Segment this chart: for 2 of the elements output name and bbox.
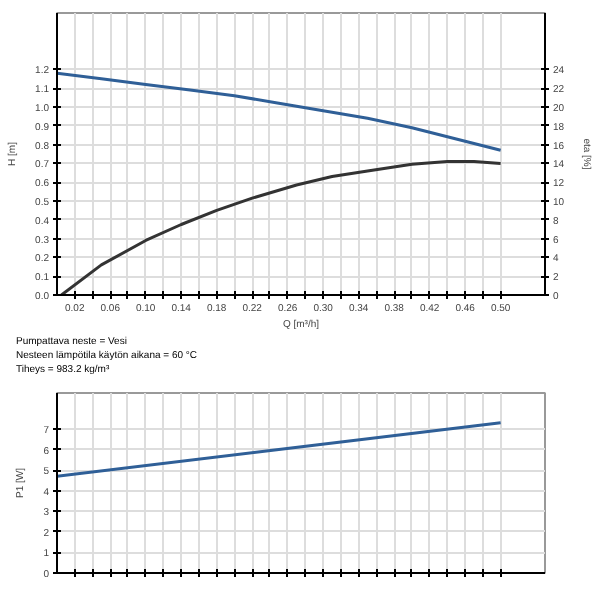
line-series (57, 71, 503, 152)
line-series (59, 160, 503, 295)
